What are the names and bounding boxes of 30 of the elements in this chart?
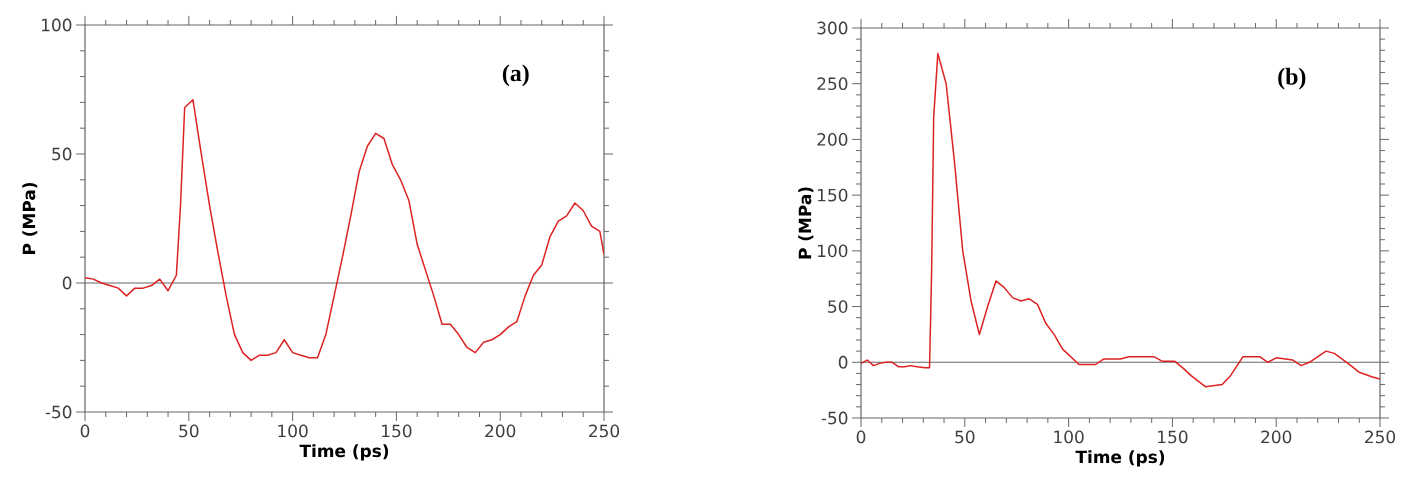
x-tick-label: 50 <box>955 430 975 444</box>
x-axis-title: Time (ps) <box>1075 450 1165 467</box>
y-tick-label: 0 <box>838 355 848 369</box>
x-tick-label: 200 <box>485 424 516 438</box>
y-tick-label: 100 <box>42 18 72 32</box>
annotation: (a) <box>502 64 529 87</box>
x-tick-label: 250 <box>1365 430 1396 444</box>
y-tick-label: 300 <box>817 21 848 35</box>
y-tick-label: 0 <box>62 276 72 290</box>
y-tick-label: 250 <box>817 77 848 91</box>
x-tick-label: 150 <box>1158 430 1188 444</box>
x-tick-label: 250 <box>589 424 620 438</box>
x-tick-label: 0 <box>80 424 90 438</box>
y-tick-label: 150 <box>818 188 848 202</box>
x-tick-label: 0 <box>856 430 866 444</box>
y-tick-label: 50 <box>828 300 848 313</box>
y-tick-label: 200 <box>817 133 848 146</box>
y-tick-label: -50 <box>45 405 72 419</box>
y-tick-label: 50 <box>52 147 72 161</box>
y-axis-title: P (MPa) <box>798 187 814 259</box>
y-axis-title: P (MPa) <box>22 182 38 254</box>
x-tick-label: 150 <box>382 424 412 438</box>
y-tick-label: -50 <box>821 411 848 425</box>
x-tick-label: 100 <box>278 424 308 438</box>
x-tick-label: 100 <box>1054 430 1084 444</box>
annotation: (b) <box>1278 67 1306 90</box>
x-tick-label: 50 <box>179 424 199 438</box>
x-tick-label: 200 <box>1261 430 1292 444</box>
x-axis-title: Time (ps) <box>299 444 389 461</box>
y-tick-label: 100 <box>818 244 848 258</box>
